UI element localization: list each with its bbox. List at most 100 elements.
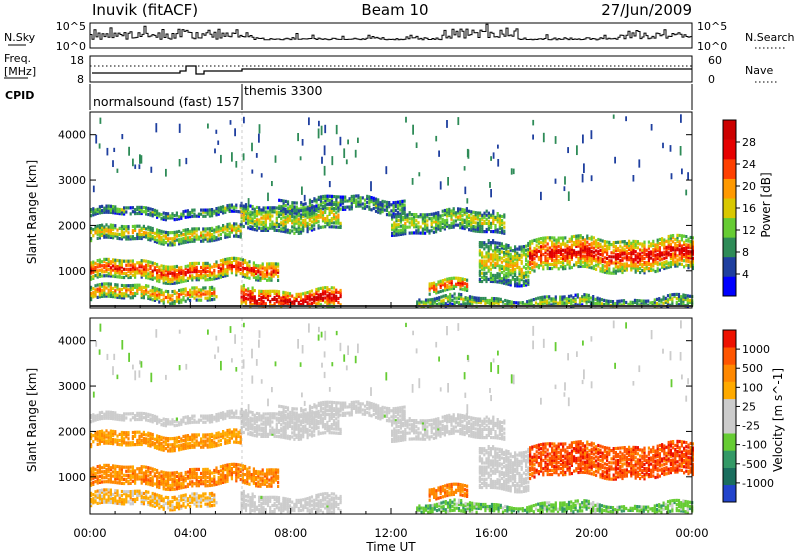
power-cell: [388, 205, 391, 209]
power-cell: [410, 223, 413, 227]
power-cell: [475, 300, 478, 304]
power-cell: [182, 275, 185, 279]
power-cell: [374, 205, 378, 209]
power-cell: [446, 222, 449, 226]
power-cell: [526, 305, 528, 307]
power-cell: [363, 204, 367, 208]
power-cell: [173, 273, 176, 277]
power-cell: [476, 227, 479, 231]
power-cell: [522, 283, 525, 287]
power-cell: [224, 225, 227, 229]
power-cell: [535, 240, 538, 244]
power-cell: [462, 299, 465, 303]
power-cell: [518, 253, 521, 257]
power-cell: [145, 288, 148, 292]
power-colorbar-swatch: [723, 256, 736, 277]
power-cell: [156, 305, 158, 307]
power-cell: [446, 295, 450, 299]
power-cell: [136, 236, 139, 241]
power-cell: [454, 211, 457, 215]
power-cell: [634, 254, 637, 258]
power-cell: [548, 266, 551, 271]
power-cell: [98, 205, 101, 209]
power-cell: [550, 297, 553, 301]
power-cell: [426, 229, 429, 233]
power-cell: [317, 289, 320, 293]
power-cell: [251, 225, 254, 229]
power-cell: [484, 296, 487, 301]
power-cell: [623, 250, 626, 254]
power-cell: [228, 267, 231, 271]
power-cell: [647, 258, 650, 262]
power-cell: [302, 298, 305, 302]
power-cell: [131, 231, 134, 235]
power-cell: [193, 292, 196, 296]
power-cell: [339, 290, 342, 295]
power-cell: [264, 305, 266, 307]
power-cell: [160, 299, 163, 303]
power-cell: [197, 214, 200, 218]
power-cell: [308, 302, 311, 306]
power-cell: [410, 219, 413, 223]
power-cell: [114, 232, 117, 236]
power-cell: [270, 266, 273, 270]
power-cell: [337, 290, 340, 294]
power-cell: [274, 268, 277, 272]
power-cell: [519, 301, 522, 305]
power-cell: [472, 218, 475, 223]
power-cell: [390, 213, 393, 217]
power-cell: [222, 224, 225, 228]
power-cell: [324, 225, 327, 229]
power-cell: [120, 292, 123, 296]
power-cell: [140, 273, 143, 277]
power-cell: [261, 270, 264, 274]
power-cell: [631, 302, 634, 306]
power-cell: [182, 291, 185, 296]
power-cell: [147, 305, 149, 307]
power-cell: [197, 235, 200, 239]
power-cell: [297, 209, 300, 213]
power-cell: [109, 227, 112, 231]
power-cell: [394, 200, 397, 205]
power-cell: [463, 210, 466, 214]
power-cell: [175, 213, 178, 217]
power-cell: [468, 228, 471, 232]
power-cell: [348, 205, 351, 209]
power-cell: [117, 305, 119, 307]
power-cell: [277, 212, 281, 216]
power-cell: [120, 229, 123, 233]
power-cell: [489, 241, 492, 245]
power-cell: [208, 288, 211, 292]
power-cell: [92, 211, 95, 215]
power-cell: [151, 277, 154, 281]
power-cell: [584, 248, 587, 252]
power-cell: [421, 217, 424, 221]
power-cell: [610, 255, 613, 259]
power-cell: [175, 273, 178, 277]
power-cell: [474, 217, 477, 221]
power-cell: [522, 275, 525, 279]
power-cell: [107, 227, 110, 231]
power-cell: [175, 268, 178, 273]
power-cell: [493, 305, 495, 307]
power-cell: [577, 250, 580, 254]
power-cell: [160, 213, 163, 217]
power-cell: [608, 271, 611, 275]
power-cell: [494, 255, 497, 259]
power-cell: [180, 231, 183, 235]
power-cell: [262, 293, 265, 298]
power-cell: [219, 275, 222, 279]
power-cell: [396, 305, 398, 307]
power-cell: [582, 134, 584, 144]
power-cell: [535, 262, 538, 266]
power-cell: [466, 288, 469, 292]
power-cell: [189, 237, 192, 242]
power-cell: [244, 211, 248, 215]
power-cell: [298, 305, 300, 307]
power-cell: [175, 297, 178, 301]
power-cell: [230, 269, 233, 273]
power-cell: [206, 261, 209, 265]
power-cell: [492, 257, 495, 261]
power-cell: [479, 227, 482, 232]
power-cell: [313, 211, 316, 215]
